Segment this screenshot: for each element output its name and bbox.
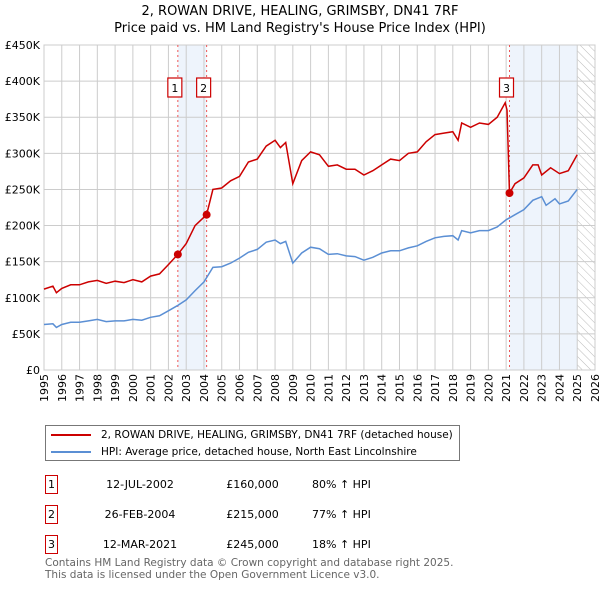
sale-price: £160,000 bbox=[226, 478, 279, 491]
x-tick-label: 2023 bbox=[536, 374, 549, 402]
footer: Contains HM Land Registry data © Crown c… bbox=[45, 557, 453, 581]
x-tick-label: 2012 bbox=[340, 374, 353, 402]
x-tick-label: 2025 bbox=[571, 374, 584, 402]
legend-item-hpi: HPI: Average price, detached house, Nort… bbox=[46, 444, 417, 460]
x-tick-label: 2021 bbox=[500, 374, 513, 402]
x-tick-label: 2019 bbox=[465, 374, 478, 402]
x-tick-label: 1998 bbox=[91, 374, 104, 402]
sale-point bbox=[202, 210, 211, 219]
legend-swatch-blue bbox=[51, 451, 91, 453]
legend: 2, ROWAN DRIVE, HEALING, GRIMSBY, DN41 7… bbox=[45, 425, 460, 461]
sale-label: 1 bbox=[171, 82, 178, 95]
table-row: 3 12-MAR-2021 £245,000 18% ↑ HPI bbox=[45, 535, 465, 555]
y-tick-label: £100K bbox=[5, 292, 41, 305]
y-tick-label: £250K bbox=[5, 183, 41, 196]
shaded-range bbox=[509, 45, 578, 370]
sale-label-box bbox=[167, 77, 183, 98]
x-tick-label: 2009 bbox=[287, 374, 300, 402]
y-tick-label: £400K bbox=[5, 75, 41, 88]
sale-price: £215,000 bbox=[226, 508, 279, 521]
sale-number: 1 bbox=[45, 475, 58, 494]
x-tick-label: 1999 bbox=[109, 374, 122, 402]
y-tick-label: £450K bbox=[5, 39, 41, 52]
x-tick-label: 2015 bbox=[393, 374, 406, 402]
plot-area: 1 2 3 1995 1996 1997 1998 1999 2000 2001 2002 2003… bbox=[5, 39, 600, 402]
x-tick-label: 2007 bbox=[251, 374, 264, 402]
forecast-hatch bbox=[577, 45, 595, 370]
sale-date: 26-FEB-2004 bbox=[104, 508, 176, 521]
x-tick-label: 2006 bbox=[234, 374, 247, 402]
sale-label: 2 bbox=[200, 82, 207, 95]
sale-label: 3 bbox=[503, 82, 510, 95]
x-tick-label: 2011 bbox=[322, 374, 335, 402]
sale-number: 3 bbox=[45, 535, 58, 554]
x-tick-label: 2005 bbox=[216, 374, 229, 402]
hpi-line bbox=[43, 188, 578, 329]
shaded-range bbox=[177, 45, 207, 370]
x-tick-label: 2003 bbox=[180, 374, 193, 402]
legend-label: 2, ROWAN DRIVE, HEALING, GRIMSBY, DN41 7… bbox=[101, 429, 453, 441]
x-tick-label: 2013 bbox=[358, 374, 371, 402]
x-tick-label: 2026 bbox=[589, 374, 600, 402]
property-price-line bbox=[43, 100, 578, 294]
sale-date: 12-JUL-2002 bbox=[106, 478, 174, 491]
table-row: 2 26-FEB-2004 £215,000 77% ↑ HPI bbox=[45, 505, 465, 525]
x-tick-label: 2010 bbox=[305, 374, 318, 402]
sale-label-box bbox=[196, 77, 212, 98]
chart-subtitle: Price paid vs. HM Land Registry's House … bbox=[114, 21, 486, 36]
x-tick-label: 2022 bbox=[518, 374, 531, 402]
sale-number: 2 bbox=[45, 505, 58, 524]
x-tick-label: 2001 bbox=[145, 374, 158, 402]
footer-line-1: Contains HM Land Registry data © Crown c… bbox=[45, 557, 454, 569]
y-tick-label: £50K bbox=[12, 328, 41, 341]
y-tick-label: £0 bbox=[26, 364, 40, 377]
legend-label: HPI: Average price, detached house, Nort… bbox=[101, 446, 417, 458]
x-tick-label: 2000 bbox=[127, 374, 140, 402]
y-tick-label: £150K bbox=[5, 256, 41, 269]
sale-point bbox=[173, 250, 182, 259]
x-tick-label: 2014 bbox=[376, 374, 389, 402]
x-tick-label: 2004 bbox=[198, 374, 211, 402]
x-tick-label: 2008 bbox=[269, 374, 282, 402]
x-tick-label: 1997 bbox=[74, 374, 87, 402]
legend-swatch-red bbox=[51, 434, 91, 436]
y-tick-label: £300K bbox=[5, 147, 41, 160]
y-tick-label: £350K bbox=[5, 111, 41, 124]
sale-hpi: 80% ↑ HPI bbox=[312, 478, 371, 491]
sale-hpi: 77% ↑ HPI bbox=[312, 508, 371, 521]
x-tick-label: 2002 bbox=[162, 374, 175, 402]
sale-date: 12-MAR-2021 bbox=[102, 538, 178, 551]
x-tick-label: 1995 bbox=[38, 374, 51, 402]
plot-border bbox=[43, 44, 596, 371]
sale-label-box bbox=[498, 77, 515, 98]
x-tick-label: 1996 bbox=[56, 374, 69, 402]
sale-hpi: 18% ↑ HPI bbox=[312, 538, 371, 551]
x-tick-label: 2020 bbox=[482, 374, 495, 402]
legend-item-property: 2, ROWAN DRIVE, HEALING, GRIMSBY, DN41 7… bbox=[46, 427, 453, 443]
table-row: 1 12-JUL-2002 £160,000 80% ↑ HPI bbox=[45, 475, 465, 495]
chart-title: 2, ROWAN DRIVE, HEALING, GRIMSBY, DN41 7… bbox=[141, 4, 459, 19]
sale-price: £245,000 bbox=[226, 538, 279, 551]
sale-point bbox=[505, 189, 514, 198]
y-tick-label: £200K bbox=[5, 220, 41, 233]
x-tick-label: 2016 bbox=[411, 374, 424, 402]
x-tick-label: 2017 bbox=[429, 374, 442, 402]
x-tick-label: 2018 bbox=[447, 374, 460, 402]
x-tick-label: 2024 bbox=[553, 374, 566, 402]
footer-line-2: This data is licensed under the Open Gov… bbox=[45, 569, 380, 581]
